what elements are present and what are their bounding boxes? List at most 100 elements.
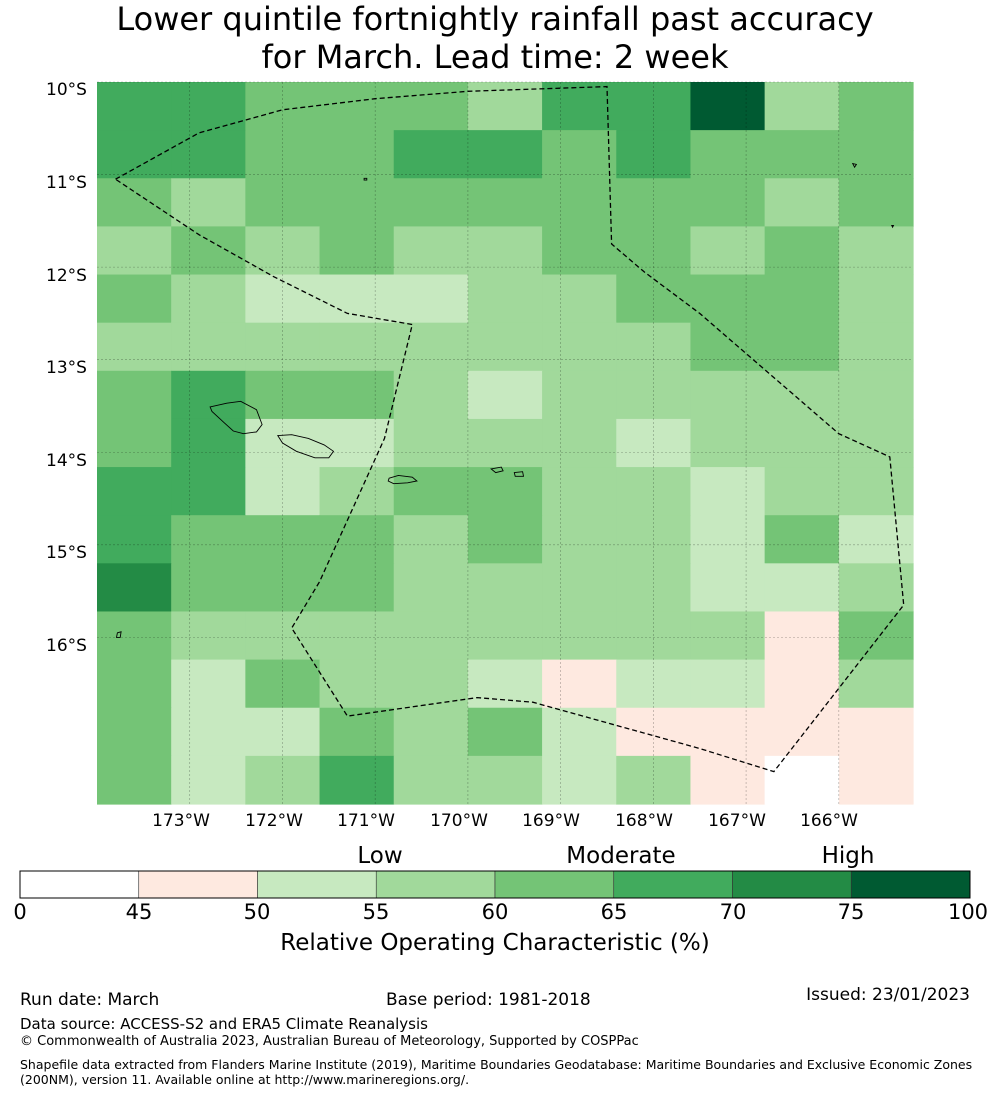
lon-label-166w: 166°W xyxy=(800,811,858,831)
grid-cell xyxy=(542,515,617,564)
grid-cell xyxy=(97,467,172,516)
grid-cell xyxy=(171,274,246,324)
colorbar-segment xyxy=(19,870,140,899)
graticule xyxy=(97,81,913,804)
grid-cell xyxy=(690,322,766,372)
grid-cell xyxy=(319,611,395,661)
grid-cell xyxy=(764,226,840,276)
grid-cell xyxy=(764,82,840,131)
grid-cell xyxy=(319,130,395,179)
grid-cell xyxy=(764,178,840,227)
grid-cell xyxy=(245,707,321,757)
grid-cell xyxy=(616,370,692,420)
lat-label-10s: 10°S xyxy=(46,80,87,100)
grid-cell xyxy=(467,563,543,613)
grid-cell xyxy=(319,659,395,709)
grid-cell xyxy=(690,274,766,324)
grid-cell xyxy=(616,274,692,324)
grid-cell xyxy=(838,370,914,420)
grid-cell xyxy=(171,515,246,564)
lon-label-167w: 167°W xyxy=(708,811,766,831)
grid-cell xyxy=(542,563,617,613)
grid-cell xyxy=(245,178,321,227)
grid-cell xyxy=(838,274,914,324)
grid-cell xyxy=(616,563,692,613)
grid-cell xyxy=(690,130,766,179)
title-line-2: for March. Lead time: 2 week xyxy=(261,38,729,76)
grid-cell xyxy=(467,370,543,420)
grid-cell xyxy=(393,611,469,661)
colorbar-tick-75: 75 xyxy=(837,900,865,924)
grid-cell xyxy=(245,467,321,516)
grid-cell xyxy=(690,178,766,227)
grid-cell xyxy=(838,467,914,516)
grid-cell xyxy=(319,515,395,564)
grid-cell xyxy=(542,226,617,276)
lon-label-169w: 169°W xyxy=(522,811,580,831)
lon-label-168w: 168°W xyxy=(615,811,673,831)
shapefile-credit-line-1: Shapefile data extracted from Flanders M… xyxy=(20,1057,973,1072)
copyright: © Commonwealth of Australia 2023, Austra… xyxy=(20,1034,639,1049)
colorbar xyxy=(19,870,971,899)
grid-cell xyxy=(319,370,395,420)
grid-cell xyxy=(616,467,692,516)
grid-cell xyxy=(467,322,543,372)
colorbar-tick-65: 65 xyxy=(600,900,628,924)
grid-cell xyxy=(245,130,321,179)
grid-cell xyxy=(467,178,543,227)
grid-cell xyxy=(245,611,321,661)
grid-cell xyxy=(97,659,172,709)
grid-cell xyxy=(97,274,172,324)
island-outline xyxy=(851,162,858,169)
grid-cell xyxy=(616,707,692,757)
grid-cell xyxy=(690,707,766,757)
grid-cell xyxy=(171,563,246,613)
grid-cell xyxy=(393,370,469,420)
grid-cell xyxy=(838,226,914,276)
grid-cell xyxy=(616,178,692,227)
grid-cell xyxy=(393,515,469,564)
grid-cell xyxy=(97,755,172,805)
grid-cell xyxy=(393,226,469,276)
grid-cell xyxy=(467,418,543,468)
grid-cell xyxy=(764,467,840,516)
grid-cell xyxy=(245,274,321,324)
grid-cell xyxy=(171,130,246,179)
grid-cell xyxy=(616,611,692,661)
grid-cell xyxy=(542,611,617,661)
grid-cell xyxy=(616,322,692,372)
grid-cell xyxy=(542,707,617,757)
grid-cell xyxy=(97,82,172,131)
grid-cell xyxy=(838,322,914,372)
lat-label-14s: 14°S xyxy=(46,451,87,471)
grid-cell xyxy=(690,515,766,564)
grid-cell xyxy=(97,178,172,227)
grid-cell xyxy=(319,322,395,372)
grid-cell xyxy=(467,226,543,276)
grid-cell xyxy=(245,82,321,131)
grid-cell xyxy=(393,82,469,131)
issued-date: Issued: 23/01/2023 xyxy=(806,985,970,1005)
grid-cell xyxy=(245,755,321,805)
grid-cell xyxy=(393,178,469,227)
grid-cell xyxy=(542,178,617,227)
colorbar-tick-0: 0 xyxy=(13,900,27,924)
grid-cell xyxy=(616,418,692,468)
lon-label-171w: 171°W xyxy=(337,811,395,831)
grid-cell xyxy=(319,178,395,227)
colorbar-segment xyxy=(257,870,377,899)
grid-cell xyxy=(97,370,172,420)
grid-cell xyxy=(764,322,840,372)
island-outline xyxy=(363,177,368,181)
grid-cell xyxy=(838,707,914,757)
grid-cell xyxy=(764,707,840,757)
category-moderate: Moderate xyxy=(566,843,676,869)
lat-label-13s: 13°S xyxy=(46,358,87,378)
grid-cell xyxy=(542,659,617,709)
island-outline xyxy=(209,400,263,435)
grid-cell xyxy=(467,130,543,179)
grid-cell xyxy=(690,659,766,709)
grid-cell xyxy=(171,611,246,661)
grid-cell xyxy=(838,418,914,468)
